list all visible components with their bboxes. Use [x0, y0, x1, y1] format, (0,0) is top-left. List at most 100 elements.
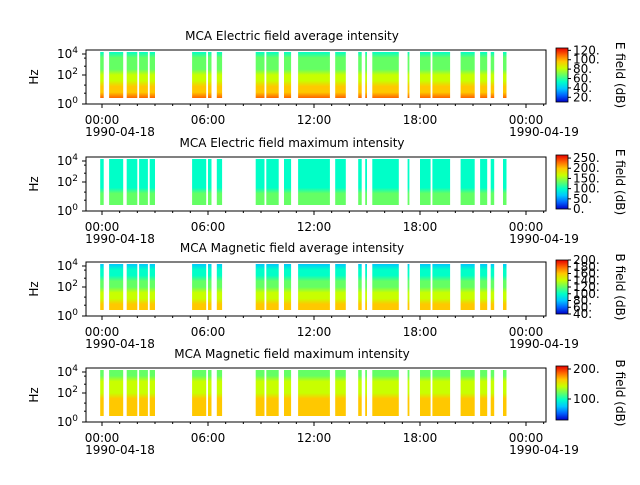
data-column	[365, 52, 367, 98]
data-column	[192, 370, 207, 416]
colorbar-tick-label: 100.	[573, 53, 600, 67]
colorbar-label: E field (dB)	[613, 42, 627, 108]
data-column	[255, 370, 265, 416]
x-date-label: 1990-04-19	[509, 443, 579, 457]
data-column	[298, 370, 330, 416]
x-tick-label: 06:00	[191, 431, 226, 445]
colorbar-tick-label: 100.	[573, 287, 600, 301]
x-tick-label: 00:00	[85, 431, 120, 445]
colorbar-tick-label: 50.	[573, 192, 592, 206]
data-column	[503, 159, 507, 205]
x-date-label: 1990-04-18	[85, 443, 155, 457]
colorbar-label: E field (dB)	[613, 149, 627, 215]
x-date-label: 1990-04-19	[509, 337, 579, 351]
y-tick-label: 100	[57, 96, 78, 111]
data-column	[149, 159, 155, 205]
data-column	[358, 370, 362, 416]
y-tick-label: 104	[57, 153, 78, 168]
axes-frame	[85, 261, 547, 317]
data-column	[460, 159, 475, 205]
colorbar-tick-label: 40.	[573, 307, 592, 321]
x-tick-label: 12:00	[297, 220, 332, 234]
data-column	[266, 370, 279, 416]
data-column	[126, 159, 138, 205]
data-column	[420, 159, 431, 205]
colorbar-tick-label: 150.	[573, 171, 600, 185]
data-column	[109, 370, 124, 416]
data-column	[139, 264, 148, 310]
colorbar-tick-label: 140.	[573, 273, 600, 287]
data-column	[407, 52, 410, 98]
colorbar-tick-label: 120.	[573, 43, 600, 57]
colorbar-label: B field (dB)	[613, 254, 627, 321]
colorbar-label: B field (dB)	[613, 360, 627, 427]
data-column	[480, 159, 488, 205]
data-column	[420, 370, 431, 416]
colorbar	[555, 154, 569, 210]
data-column	[420, 264, 431, 310]
data-column	[358, 159, 362, 205]
x-date-label: 1990-04-19	[509, 232, 579, 246]
data-column	[432, 52, 451, 98]
colorbar-tick-label: 100.	[573, 392, 600, 406]
x-tick-label: 00:00	[509, 113, 544, 127]
data-column	[266, 52, 279, 98]
data-column	[480, 370, 488, 416]
data-column	[139, 370, 148, 416]
x-date-label: 1990-04-18	[85, 125, 155, 139]
data-column	[216, 159, 223, 205]
colorbar-tick-label: 120.	[573, 280, 600, 294]
data-column	[490, 52, 495, 98]
y-tick-label: 102	[57, 67, 78, 82]
data-column	[372, 264, 399, 310]
data-column	[298, 264, 330, 310]
data-column	[139, 159, 148, 205]
colorbar-tick-label: 0.	[573, 202, 584, 216]
data-column	[149, 264, 155, 310]
x-tick-label: 06:00	[191, 113, 226, 127]
data-column	[266, 159, 279, 205]
colorbar	[555, 259, 569, 315]
colorbar-tick-label: 80.	[573, 294, 592, 308]
x-tick-label: 06:00	[191, 325, 226, 339]
data-column	[480, 52, 488, 98]
data-column	[255, 52, 265, 98]
x-tick-label: 00:00	[509, 325, 544, 339]
panel-2: MCA Electric field maximum intensity Hz 10…	[27, 136, 627, 246]
panel-title: MCA Magnetic field maximum intensity	[174, 347, 410, 361]
y-tick-label: 100	[57, 203, 78, 218]
panel-title: MCA Electric field maximum intensity	[179, 136, 404, 150]
data-column	[139, 52, 148, 98]
colorbar-tick-label: 20.	[573, 90, 592, 104]
x-tick-label: 18:00	[403, 113, 438, 127]
colorbar-tick-label: 200.	[573, 161, 600, 175]
colorbar	[555, 47, 569, 103]
x-date-label: 1990-04-18	[85, 232, 155, 246]
x-tick-label: 18:00	[403, 220, 438, 234]
data-column	[358, 52, 362, 98]
x-tick-label: 18:00	[403, 431, 438, 445]
y-tick-label: 100	[57, 308, 78, 323]
data-column	[365, 264, 367, 310]
data-column	[407, 159, 410, 205]
data-column	[109, 264, 124, 310]
data-column	[192, 264, 207, 310]
data-column	[490, 370, 495, 416]
panel-1: MCA Electric field average intensity Hz 10…	[27, 29, 627, 139]
colorbar-tick-label: 200.	[573, 253, 600, 267]
y-axis-label: Hz	[27, 387, 41, 402]
axes-frame	[85, 49, 547, 105]
x-tick-label: 00:00	[509, 431, 544, 445]
data-column	[109, 52, 124, 98]
x-date-label: 1990-04-19	[509, 125, 579, 139]
x-tick-label: 00:00	[85, 113, 120, 127]
panel-title: MCA Electric field average intensity	[185, 29, 399, 43]
data-column	[126, 52, 138, 98]
data-column	[503, 52, 507, 98]
data-column	[284, 52, 292, 98]
colorbar-tick-label: 250.	[573, 151, 600, 165]
y-tick-label: 104	[57, 258, 78, 273]
data-column	[503, 370, 507, 416]
colorbar-tick-label: 60.	[573, 72, 592, 86]
axes-frame	[85, 367, 547, 423]
